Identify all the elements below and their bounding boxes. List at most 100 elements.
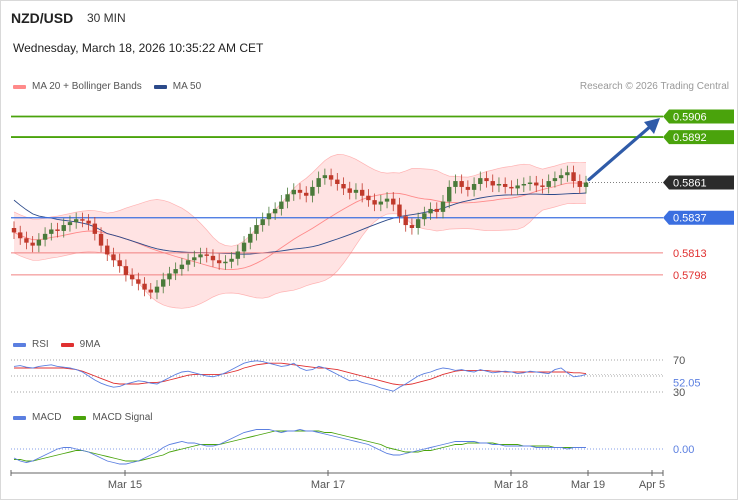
main-legend: MA 20 + Bollinger Bands MA 50 <box>13 81 201 92</box>
x-tick-label: Mar 17 <box>311 479 345 491</box>
candle-body <box>447 186 452 202</box>
candle-body <box>515 185 520 189</box>
candle-body <box>415 219 421 228</box>
candle-body <box>30 242 35 246</box>
level-label: 0.5861 <box>673 178 707 190</box>
candle-body <box>316 178 321 187</box>
candle-body <box>291 189 296 195</box>
candle-body <box>123 266 129 275</box>
candle-body <box>142 283 147 290</box>
candle-body <box>565 172 570 176</box>
candle-body <box>198 254 203 258</box>
candle-body <box>248 233 253 243</box>
candle-body <box>304 192 309 196</box>
x-tick-label: Mar 15 <box>108 479 142 491</box>
candle-body <box>297 189 303 193</box>
level-label: 0.5798 <box>673 270 707 282</box>
candle-body <box>167 273 172 280</box>
candle-body <box>67 222 73 226</box>
candle-body <box>341 184 346 189</box>
level-label: 0.5892 <box>673 132 707 144</box>
candle-body <box>496 184 502 186</box>
level-label: 0.5837 <box>673 213 707 225</box>
candle-body <box>428 208 433 214</box>
candle-body <box>372 200 377 205</box>
candle-body <box>509 186 514 189</box>
candle-body <box>179 264 185 270</box>
candle-body <box>397 204 402 217</box>
candle-body <box>105 245 110 255</box>
rsi-legend-swatch <box>13 342 26 347</box>
rsi-ma-legend-swatch <box>60 342 74 347</box>
candle-body <box>335 179 340 184</box>
macd-legend-swatch <box>13 415 26 420</box>
bollinger-lower-line <box>13 203 587 309</box>
candle-body <box>502 184 508 187</box>
candle-body <box>540 185 545 187</box>
candle-body <box>558 175 564 179</box>
rsi-line <box>13 360 587 392</box>
candle-body <box>235 251 241 259</box>
candle-body <box>353 189 359 193</box>
ma20-legend-swatch <box>13 84 26 89</box>
candle-body <box>521 184 527 186</box>
candle-body <box>136 279 141 284</box>
candle-body <box>577 181 582 187</box>
candle-body <box>285 194 290 202</box>
candle-body <box>55 229 60 231</box>
candle-body <box>18 232 23 239</box>
bollinger-band-fill <box>14 154 586 309</box>
candle-body <box>210 255 216 261</box>
rsi-tick-label: 30 <box>673 387 685 399</box>
candle-body <box>534 182 539 186</box>
candle-body <box>422 213 427 220</box>
candle-body <box>359 189 365 196</box>
candle-body <box>173 269 178 274</box>
candle-body <box>42 233 48 240</box>
rsi-tick-label: 70 <box>673 355 685 367</box>
level-label: 0.5906 <box>673 112 707 124</box>
candle-body <box>266 213 272 220</box>
candle-body <box>366 195 371 201</box>
rsi-last-label: 52.05 <box>673 377 701 389</box>
candle-body <box>434 208 439 212</box>
candle-body <box>111 254 116 261</box>
candle-body <box>49 229 54 234</box>
rsi-legend-label: RSI <box>32 339 49 350</box>
candle-body <box>378 201 384 205</box>
candle-body <box>80 219 85 221</box>
candle-body <box>440 201 446 212</box>
macd-signal-line <box>14 430 586 462</box>
candle-body <box>465 186 471 190</box>
candle-body <box>229 258 234 262</box>
x-tick-label: Mar 18 <box>494 479 528 491</box>
candle-body <box>571 172 576 182</box>
candle-body <box>254 225 259 234</box>
macd-signal-legend-label: MACD Signal <box>92 412 153 423</box>
candle-body <box>92 223 98 234</box>
level-label: 0.5813 <box>673 248 707 260</box>
candle-body <box>484 178 489 182</box>
candle-body <box>328 175 334 180</box>
forecast-arrow-shaft <box>587 123 654 182</box>
candle-body <box>490 181 495 186</box>
candle-body <box>185 260 191 265</box>
candle-body <box>471 184 477 190</box>
candle-body <box>583 182 589 187</box>
ma20-legend-label: MA 20 + Bollinger Bands <box>32 81 142 92</box>
level-tag <box>663 130 734 145</box>
candle-body <box>552 178 558 182</box>
candle-body <box>204 254 209 256</box>
candle-body <box>322 175 328 179</box>
candle-body <box>129 274 135 280</box>
credit-label: Research © 2026 Trading Central <box>579 81 729 92</box>
macd-signal-legend-swatch <box>73 415 87 420</box>
rsi-ma-legend-label: 9MA <box>79 339 101 350</box>
candle-body <box>453 181 458 187</box>
candle-body <box>260 219 265 226</box>
macd-legend-label: MACD <box>32 412 62 423</box>
candle-body <box>347 188 352 193</box>
macd-line <box>13 429 586 465</box>
candle-body <box>73 219 79 223</box>
